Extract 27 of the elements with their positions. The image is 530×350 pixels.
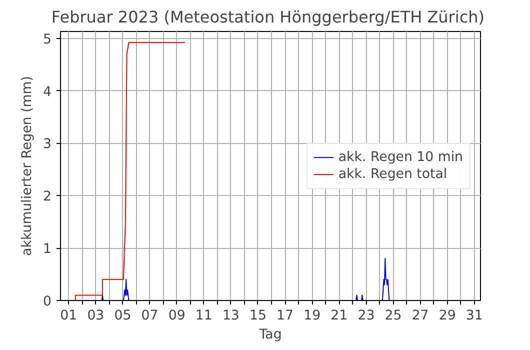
- x-tick-label: 21: [330, 308, 348, 324]
- chart-title: Februar 2023 (Meteostation Hönggerberg/ETH Zürich): [51, 8, 485, 26]
- y-tick-label: 4: [43, 84, 52, 100]
- x-tick-label: 07: [141, 308, 158, 324]
- x-tick-label: 03: [87, 308, 104, 324]
- x-tick-label: 27: [412, 308, 429, 324]
- x-axis-title: Tag: [258, 328, 282, 342]
- y-tick-label: 0: [43, 294, 52, 310]
- x-tick-label: 19: [304, 308, 321, 324]
- x-tick-label: 15: [250, 308, 266, 324]
- y-tick-label: 1: [43, 242, 52, 258]
- x-tick-label: 09: [168, 308, 186, 324]
- x-tick-label: 25: [384, 308, 402, 324]
- legend-label: akk. Regen total: [338, 166, 448, 182]
- y-axis-title: akkumulierter Regen (mm): [20, 76, 36, 256]
- x-tick-label: 11: [195, 308, 212, 324]
- x-tick-label: 17: [276, 308, 294, 324]
- x-tick-label: 31: [466, 308, 483, 324]
- y-tick-label: 5: [43, 32, 52, 48]
- y-tick-label: 2: [43, 190, 52, 205]
- y-tick-label: 3: [43, 137, 52, 152]
- x-tick-label: 29: [438, 308, 456, 324]
- x-tick-label: 05: [114, 308, 132, 324]
- x-tick-label: 23: [358, 308, 375, 324]
- legend-label: akk. Regen 10 min: [338, 150, 463, 164]
- x-tick-label: 01: [60, 308, 78, 324]
- x-tick-label: 13: [222, 308, 240, 324]
